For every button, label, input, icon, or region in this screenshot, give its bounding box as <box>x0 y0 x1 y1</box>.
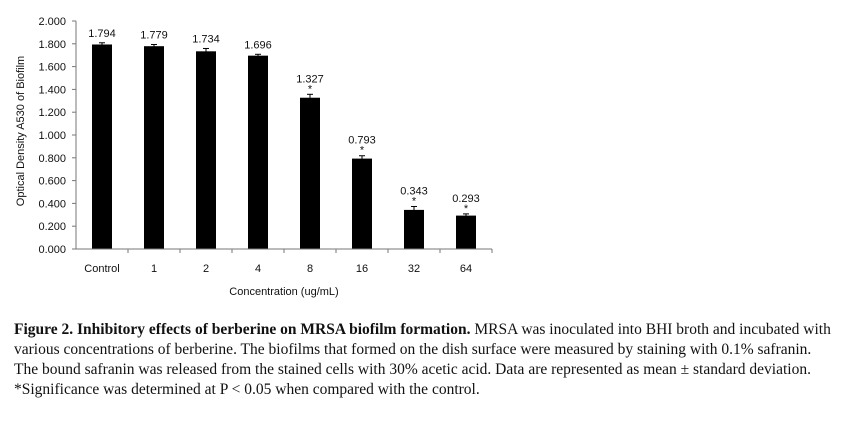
x-axis-ticks: Control 1 2 4 8 16 32 64 <box>84 249 493 275</box>
y-tick-label: 2.000 <box>38 16 66 28</box>
x-tick-label: 1 <box>151 263 157 275</box>
y-tick-label: 1.800 <box>38 39 66 51</box>
y-axis-title: Optical Density A530 of Biofilm <box>15 56 27 206</box>
bar <box>92 44 112 249</box>
bar <box>144 46 164 249</box>
bar <box>352 158 372 249</box>
significance-marker: * <box>412 195 417 207</box>
x-tick-label: 2 <box>203 263 209 275</box>
bars: 1.794 1.779 1.734 1.696*1.327*0.793*0.343*0… <box>88 28 480 249</box>
x-tick-label: 16 <box>356 263 368 275</box>
y-axis-ticks: 0.000 0.200 0.400 0.600 0.800 1.000 1.200 1.400… <box>38 16 76 256</box>
y-tick-label: 1.400 <box>38 84 66 96</box>
significance-marker: * <box>464 203 469 215</box>
significance-marker: * <box>308 83 313 95</box>
bar <box>404 209 424 249</box>
y-tick-label: 1.200 <box>38 107 66 119</box>
y-tick-label: 0.400 <box>38 198 66 210</box>
significance-marker: * <box>360 145 365 157</box>
bar-value-label: 1.779 <box>140 29 168 41</box>
bar-value-label: 1.696 <box>244 39 272 51</box>
caption-heading: Figure 2. Inhibitory effects of berberin… <box>14 321 471 338</box>
bar-value-label: 1.734 <box>192 33 220 45</box>
x-tick-label: 4 <box>255 263 261 275</box>
bar-value-label: 0.793 <box>348 135 376 147</box>
bar-chart: 0.000 0.200 0.400 0.600 0.800 1.000 1.200 1.400… <box>15 16 493 298</box>
y-tick-label: 1.600 <box>38 62 66 74</box>
caption-body: MRSA was inoculated into BHI broth and i… <box>14 321 831 398</box>
x-axis-title: Concentration (ug/mL) <box>229 286 338 298</box>
y-tick-label: 0.800 <box>38 153 66 165</box>
bar <box>196 51 216 249</box>
bar-value-label: 0.343 <box>400 185 428 197</box>
bar <box>300 97 320 249</box>
x-tick-label: 64 <box>460 263 472 275</box>
x-tick-label: 32 <box>408 263 420 275</box>
bar-value-label: 0.293 <box>452 193 480 205</box>
y-tick-label: 1.000 <box>38 130 66 142</box>
x-tick-label: 8 <box>307 263 313 275</box>
y-tick-label: 0.000 <box>38 244 66 256</box>
y-tick-label: 0.600 <box>38 176 66 188</box>
y-tick-label: 0.200 <box>38 221 66 233</box>
bar-value-label: 1.327 <box>296 73 324 85</box>
bar-value-label: 1.794 <box>88 28 116 40</box>
figure-caption: Figure 2. Inhibitory effects of berberin… <box>14 320 834 400</box>
x-tick-label: Control <box>84 263 119 275</box>
bar <box>456 215 476 249</box>
bar <box>248 55 268 249</box>
